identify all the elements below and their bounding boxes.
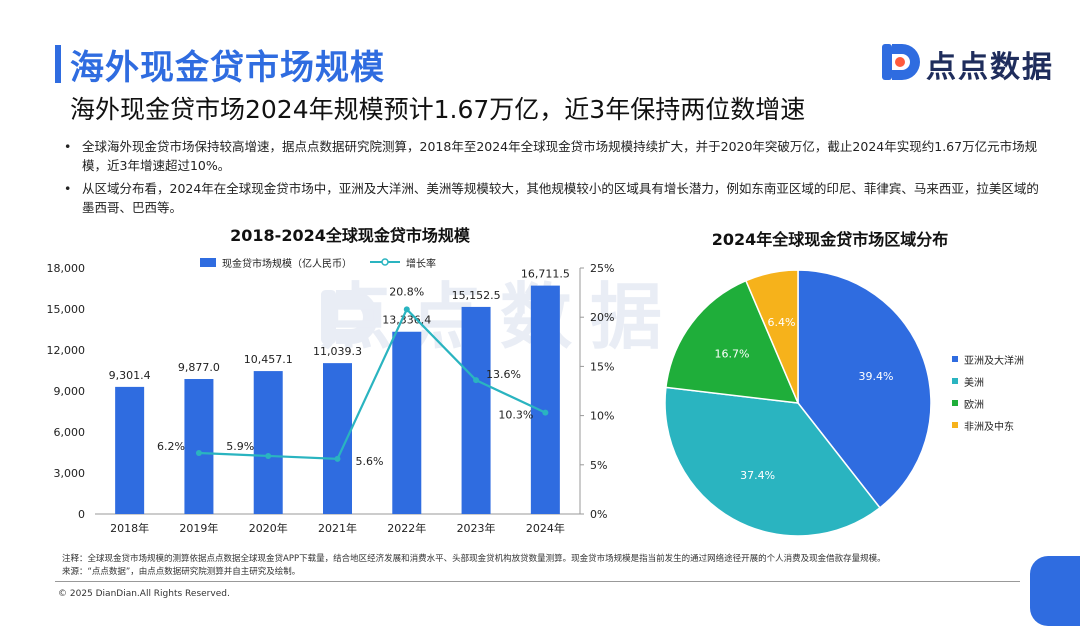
pie-slice-label: 37.4% <box>740 469 775 482</box>
page-subtitle: 海外现金贷市场2024年规模预计1.67万亿，近3年保持两位数增速 <box>70 95 806 124</box>
x-tick-label: 2021年 <box>318 521 357 535</box>
growth-value-label: 10.3% <box>498 409 533 422</box>
pie-legend-item: 亚洲及大洋洲 <box>952 348 1024 370</box>
legend-bar-label: 现金贷市场规模（亿人民币） <box>222 257 352 270</box>
pie-slice-label: 16.7% <box>715 348 750 361</box>
bar <box>530 285 560 514</box>
y-right-tick-label: 10% <box>590 410 614 423</box>
y-right-tick-label: 15% <box>590 360 614 373</box>
growth-value-label: 6.2% <box>157 440 185 453</box>
watermark-logo-icon <box>321 290 378 344</box>
y-right-tick-label: 25% <box>590 262 614 275</box>
page-title: 海外现金贷市场规模 <box>70 48 385 88</box>
footnote-note: 注释：全球现金贷市场规模的测算依据点点数据全球现金贷APP下载量，结合地区经济发… <box>62 554 886 564</box>
growth-point <box>542 409 549 416</box>
bar <box>184 379 214 514</box>
bar <box>253 371 283 514</box>
growth-point <box>334 455 341 462</box>
pie-legend-item: 美洲 <box>952 370 1024 392</box>
x-tick-label: 2023年 <box>457 521 496 535</box>
y-right-tick-label: 20% <box>590 311 614 324</box>
bar <box>115 386 145 514</box>
pie-legend-item: 非洲及中东 <box>952 414 1024 436</box>
footnote-source: 来源：“点点数据”，由点点数据研究院测算并自主研究及绘制。 <box>62 567 301 577</box>
x-tick-label: 2019年 <box>179 521 218 535</box>
bar-value-label: 15,152.5 <box>452 289 501 302</box>
y-left-tick-label: 18,000 <box>47 262 86 275</box>
pie-legend-swatch <box>952 378 958 384</box>
brand-logo: 点点数据 <box>880 40 1070 85</box>
growth-point <box>473 377 480 384</box>
market-size-combo-chart: 0 3,000 6,000 9,000 12,000 15,000 18,000 0% 5% 10… <box>47 257 615 535</box>
y-left-tick-label: 15,000 <box>47 303 86 316</box>
y-right-tick-label: 0% <box>590 508 607 521</box>
brand-name: 点点数据 <box>926 50 1054 85</box>
x-tick-label: 2024年 <box>526 521 565 535</box>
growth-value-label: 5.6% <box>356 455 384 468</box>
region-pie-chart: 39.4% 37.4% 16.7% 6.4% <box>664 269 932 537</box>
legend-line-label: 增长率 <box>406 257 436 270</box>
x-tick-label: 2018年 <box>110 521 149 535</box>
y-left-tick-label: 9,000 <box>54 385 86 398</box>
pie-slice <box>797 269 932 509</box>
y-left-tick-label: 0 <box>78 508 85 521</box>
legend-bar-swatch <box>200 258 216 267</box>
bar-value-label: 11,039.3 <box>313 345 362 358</box>
watermark: 点点数据 <box>320 275 681 359</box>
y-left-tick-label: 6,000 <box>54 426 86 439</box>
y-right-tick-label: 5% <box>590 459 607 472</box>
bar <box>392 331 422 514</box>
pie-slice <box>744 269 799 404</box>
pie-slice-label: 6.4% <box>768 316 796 329</box>
bar-value-label: 13,336.4 <box>382 314 431 327</box>
summary-bullets: 全球海外现金贷市场保持较高增速，据点点数据研究院测算，2018年至2024年全球… <box>62 137 1047 221</box>
pie-legend-label: 亚洲及大洋洲 <box>964 355 1024 367</box>
pie-slice <box>665 279 800 404</box>
x-tick-label: 2020年 <box>249 521 288 535</box>
bar-value-label: 16,711.5 <box>521 268 570 281</box>
pie-chart-title: 2024年全球现金贷市场区域分布 <box>711 230 949 249</box>
growth-line <box>198 307 546 461</box>
footer-divider <box>55 581 1020 582</box>
pie-legend-label: 欧洲 <box>964 399 984 411</box>
x-tick-label: 2022年 <box>387 521 426 535</box>
bar-chart-title: 2018-2024全球现金贷市场规模 <box>230 226 470 245</box>
brand-logo-icon <box>882 44 920 80</box>
pie-legend-item: 欧洲 <box>952 392 1024 414</box>
footnotes: 注释：全球现金贷市场规模的测算依据点点数据全球现金贷APP下载量，结合地区经济发… <box>62 553 886 579</box>
legend-line-marker <box>381 258 389 266</box>
title-accent-bar <box>55 45 61 83</box>
bullet-item: 全球海外现金贷市场保持较高增速，据点点数据研究院测算，2018年至2024年全球… <box>62 137 1047 175</box>
y-left-tick-label: 12,000 <box>47 344 86 357</box>
growth-point <box>265 452 272 459</box>
growth-point <box>195 449 202 456</box>
growth-point <box>403 306 410 313</box>
pie-legend-swatch <box>952 356 958 362</box>
bullet-item: 从区域分布看，2024年在全球现金贷市场中，亚洲及大洋洲、美洲等规模较大，其他规… <box>62 179 1047 217</box>
growth-value-label: 5.9% <box>226 440 254 453</box>
bar <box>461 306 491 514</box>
pie-slice <box>664 386 881 537</box>
bar-value-label: 9,877.0 <box>178 361 220 374</box>
growth-value-label: 13.6% <box>486 368 521 381</box>
pie-legend-label: 美洲 <box>964 377 984 389</box>
pie-slice-label: 39.4% <box>858 370 893 383</box>
pie-legend-swatch <box>952 422 958 428</box>
bar-value-label: 10,457.1 <box>244 353 293 366</box>
pie-legend-swatch <box>952 400 958 406</box>
copyright: © 2025 DianDian.All Rights Reserved. <box>58 589 230 599</box>
pie-legend-label: 非洲及中东 <box>964 421 1014 433</box>
y-left-tick-label: 3,000 <box>54 467 86 480</box>
corner-decoration <box>1030 556 1080 626</box>
bar-value-label: 9,301.4 <box>109 369 151 382</box>
pie-legend: 亚洲及大洋洲 美洲欧洲非洲及中东 <box>952 348 1024 436</box>
growth-value-label: 20.8% <box>389 285 424 298</box>
